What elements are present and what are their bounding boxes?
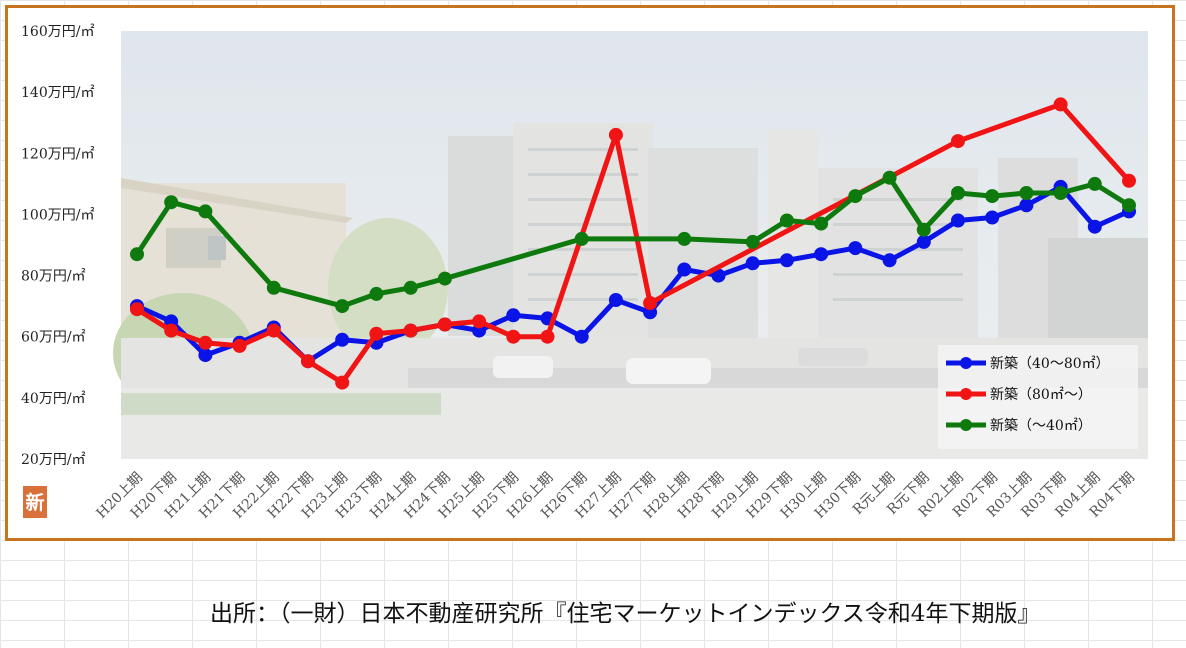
data-point — [335, 375, 350, 390]
data-point — [369, 286, 384, 301]
legend-swatch-marker — [960, 388, 972, 400]
source-note: 出所：（一財）日本不動産研究所『住宅マーケットインデックス令和4年下期版』 — [210, 601, 1041, 627]
data-point — [130, 247, 144, 262]
data-point — [951, 134, 965, 149]
data-point — [643, 296, 658, 311]
badge-text: 新 — [25, 491, 44, 514]
data-point — [335, 332, 350, 347]
data-point — [951, 213, 965, 228]
y-tick-label: 120万円/㎡ — [21, 146, 94, 162]
data-point — [198, 335, 213, 350]
y-tick-label: 140万円/㎡ — [21, 85, 94, 101]
data-point — [916, 222, 931, 237]
data-point — [1122, 173, 1136, 188]
data-point — [848, 189, 863, 204]
data-point — [335, 299, 350, 314]
data-point — [848, 241, 863, 256]
legend-label: 新築（80㎡～） — [990, 387, 1092, 403]
data-point — [1019, 198, 1034, 213]
data-point — [506, 308, 521, 323]
data-point — [130, 302, 144, 317]
legend: 新築（40～80㎡） 新築（80㎡～） 新築（～40㎡） — [938, 345, 1138, 449]
y-tick-label: 80万円/㎡ — [21, 269, 86, 285]
data-point — [677, 262, 692, 277]
series-3 — [130, 170, 1136, 314]
y-tick-label: 60万円/㎡ — [21, 330, 86, 346]
data-point — [882, 170, 897, 185]
data-point — [1053, 97, 1068, 112]
y-tick-label: 40万円/㎡ — [21, 391, 86, 407]
data-point — [164, 195, 179, 210]
background-photo — [113, 31, 1148, 459]
data-point — [1053, 186, 1068, 200]
data-point — [437, 317, 452, 332]
data-point — [472, 314, 487, 329]
data-point — [779, 253, 794, 268]
data-point — [985, 189, 1000, 204]
data-point — [403, 323, 418, 338]
data-point — [506, 329, 521, 344]
legend-swatch-marker — [960, 357, 972, 369]
data-point — [608, 293, 623, 307]
data-point — [1122, 198, 1136, 213]
y-tick-label: 20万円/㎡ — [21, 452, 86, 468]
data-point — [711, 268, 726, 283]
data-point — [540, 329, 555, 344]
series-2 — [130, 97, 1136, 390]
data-point — [951, 186, 965, 200]
data-point — [574, 231, 589, 246]
data-point — [198, 348, 213, 363]
line-chart: 20万円/㎡ 40万円/㎡ 60万円/㎡ 80万円/㎡ 100万円/㎡ 120万円/㎡ 14… — [21, 24, 1148, 522]
data-point — [779, 213, 794, 228]
legend-swatch-marker — [960, 419, 972, 431]
data-point — [266, 280, 281, 295]
data-point — [814, 247, 829, 262]
legend-label: 新築（～40㎡） — [990, 418, 1092, 434]
y-tick-label: 100万円/㎡ — [21, 207, 94, 223]
data-point — [814, 216, 829, 231]
y-tick-label: 160万円/㎡ — [21, 24, 94, 40]
data-point — [437, 271, 452, 286]
data-point — [403, 280, 418, 295]
data-point — [266, 323, 281, 338]
data-point — [985, 210, 1000, 225]
data-point — [1019, 186, 1034, 200]
badge: 新 — [23, 486, 47, 518]
data-point — [882, 253, 897, 268]
data-point — [608, 127, 623, 142]
data-point — [1087, 176, 1102, 191]
data-point — [1087, 219, 1102, 234]
data-point — [916, 234, 931, 249]
data-point — [301, 354, 315, 369]
data-point — [677, 231, 692, 246]
series-line — [134, 175, 1132, 309]
data-point — [745, 234, 760, 249]
chart-frame: 20万円/㎡ 40万円/㎡ 60万円/㎡ 80万円/㎡ 100万円/㎡ 120万円/㎡ 14… — [5, 5, 1175, 541]
data-point — [369, 326, 384, 341]
data-point — [198, 204, 213, 219]
data-point — [574, 329, 589, 344]
data-point — [745, 256, 760, 271]
data-point — [164, 323, 179, 338]
data-point — [232, 338, 247, 353]
legend-label: 新築（40～80㎡） — [990, 356, 1110, 372]
